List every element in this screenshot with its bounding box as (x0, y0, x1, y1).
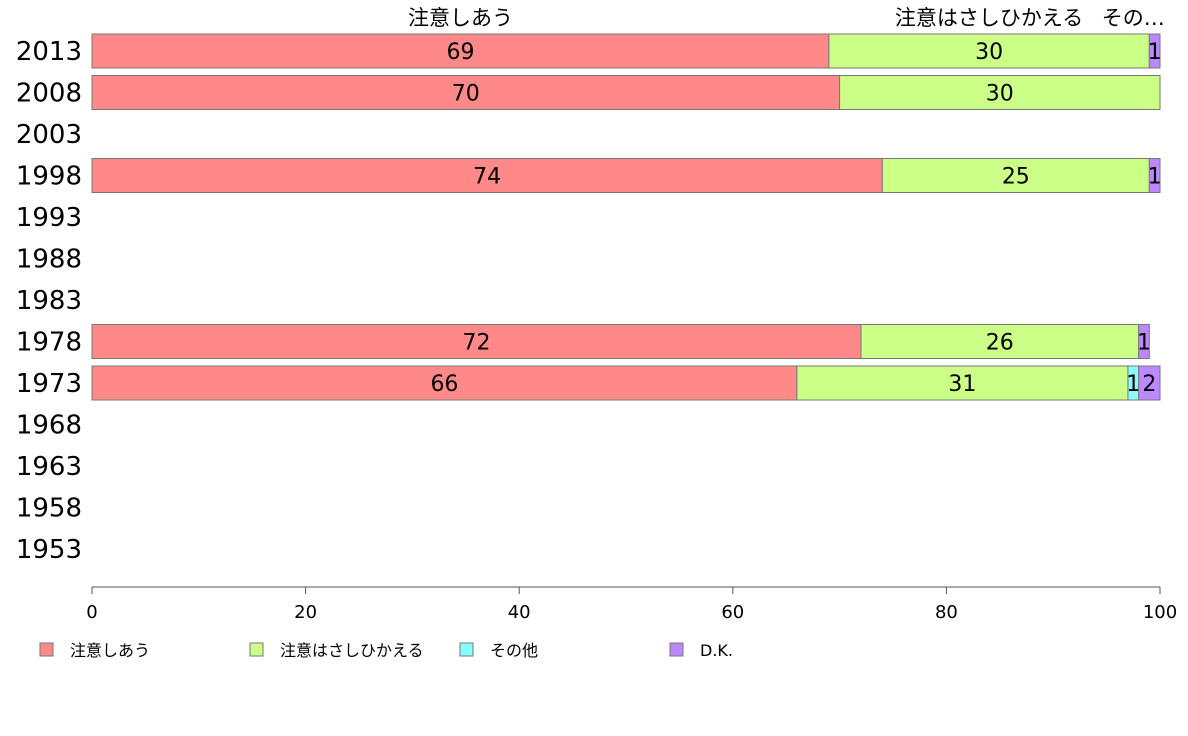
y-tick-label: 2013 (16, 37, 82, 67)
y-axis-labels: 2013 2008 2003 1998 1993 1988 1983 1978 1973 1968… (16, 37, 82, 565)
y-tick-label: 2003 (16, 120, 82, 150)
bar-segment (1138, 365, 1161, 401)
bar-segment (1148, 33, 1161, 69)
x-tick-label: 60 (721, 602, 744, 623)
bar-segment (881, 158, 1150, 193)
x-tick-label: 20 (294, 602, 317, 623)
x-tick-label: 100 (1143, 602, 1177, 623)
bar-value-label: 31 (948, 372, 976, 397)
bar-value-label: 2 (1142, 372, 1156, 397)
bar-segment (91, 324, 862, 359)
y-tick-label: 1988 (16, 245, 82, 275)
y-tick-label: 1998 (16, 162, 82, 192)
y-tick-label: 1953 (16, 535, 82, 565)
bar-value-label: 66 (430, 372, 458, 397)
bar-value-label: 26 (986, 331, 1014, 356)
bar-segment (1148, 158, 1161, 193)
x-tick-label: 40 (508, 602, 531, 623)
y-tick-label: 1973 (16, 369, 82, 399)
x-tick-label: 80 (935, 602, 958, 623)
bar-value-label: 1 (1137, 331, 1151, 356)
bar-segment (1138, 324, 1150, 359)
legend-swatch (249, 642, 264, 657)
y-tick-label: 1983 (16, 286, 82, 316)
bar-value-label: 30 (986, 82, 1014, 107)
y-tick-label: 1968 (16, 411, 82, 441)
bar-value-label: 1 (1148, 165, 1162, 190)
legend-label: 注意しあう (70, 641, 150, 660)
legend-label: D.K. (700, 641, 733, 660)
x-axis: 0 20 40 60 80 100 (86, 586, 1177, 623)
bar-value-label: 74 (473, 165, 501, 190)
legend-swatch (39, 642, 54, 657)
bar-segment (91, 158, 883, 193)
bar-segment (828, 33, 1150, 69)
y-tick-label: 2008 (16, 79, 82, 109)
bar-segment (91, 365, 798, 401)
legend-swatch (669, 642, 684, 657)
bar-value-label: 72 (462, 331, 490, 356)
y-tick-label: 1978 (16, 328, 82, 358)
y-tick-label: 1963 (16, 452, 82, 482)
legend-label: その他 (490, 641, 538, 660)
legend-swatch (459, 642, 474, 657)
legend: 注意しあう 注意はさしひかえる その他 D.K. (39, 641, 733, 660)
bar-value-label: 69 (446, 40, 474, 65)
x-tick-label: 0 (86, 602, 97, 623)
bar-value-label: 70 (452, 82, 480, 107)
bar-segment (839, 75, 1161, 110)
top-series-labels: 注意しあう 注意はさしひかえる その… (408, 6, 1165, 30)
y-tick-label: 1958 (16, 494, 82, 524)
bar-value-label: 25 (1002, 165, 1030, 190)
series-top-label: その… (1102, 6, 1165, 30)
legend-label: 注意はさしひかえる (280, 641, 424, 660)
bar-segment (860, 324, 1140, 359)
series-top-label: 注意はさしひかえる (895, 6, 1083, 30)
y-tick-label: 1993 (16, 203, 82, 233)
series-top-label: 注意しあう (408, 6, 513, 30)
bar-value-label: 1 (1148, 40, 1162, 65)
bar-value-label: 1 (1126, 372, 1140, 397)
bar-value-label: 30 (975, 40, 1003, 65)
bar-segment (91, 33, 830, 69)
